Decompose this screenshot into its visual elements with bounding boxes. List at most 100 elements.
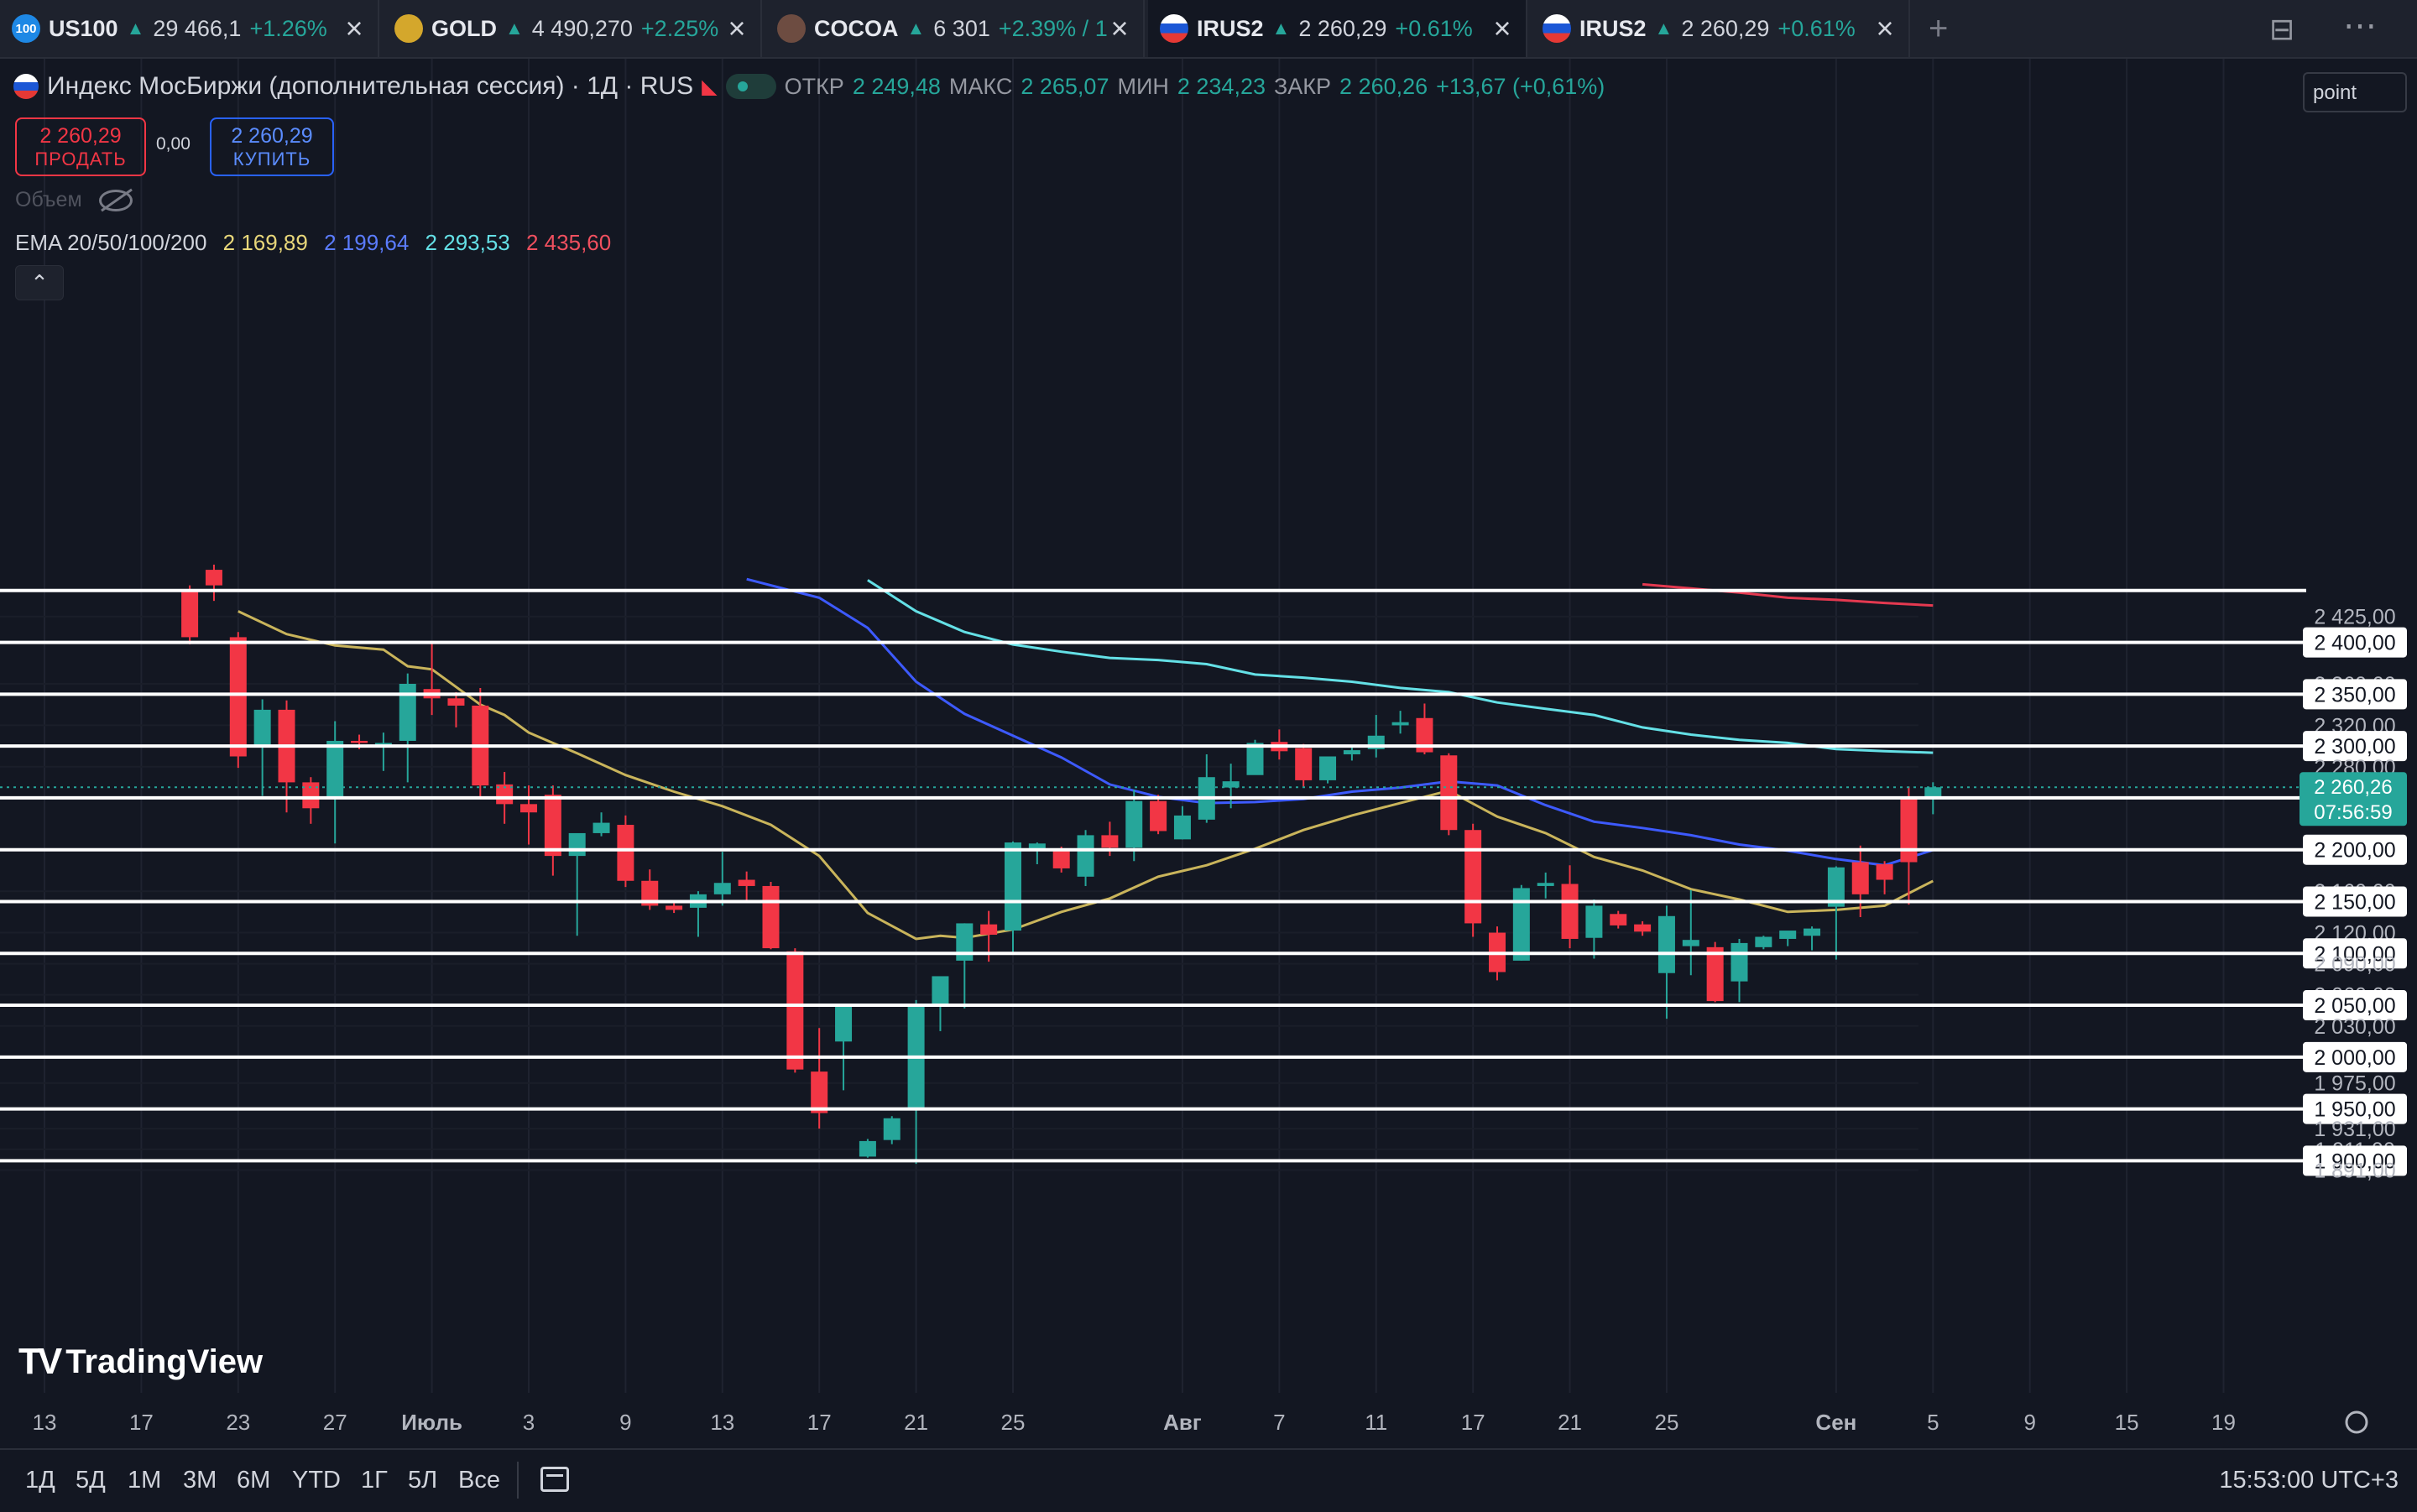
candle-body: [932, 976, 949, 1006]
close-tab-icon[interactable]: ×: [1487, 13, 1517, 44]
candle-body: [617, 825, 634, 881]
timeframe-button[interactable]: 5Д: [76, 1467, 106, 1494]
level-price-label[interactable]: 1 900,00: [2314, 1150, 2395, 1173]
ema50-value: 2 199,64: [324, 230, 410, 255]
candle: [1634, 920, 1652, 936]
level-price-label-bg: [2303, 731, 2407, 762]
tab-cocoa[interactable]: COCOA ▲ 6 301 +2.39% / 1 ×: [765, 0, 1145, 57]
layout-icon[interactable]: ⊟: [2269, 12, 2295, 46]
timeframe-button[interactable]: 1Г: [361, 1467, 388, 1494]
tab-arrow: ▲: [906, 18, 926, 39]
timeframe-button[interactable]: YTD: [292, 1467, 341, 1494]
level-price-label[interactable]: 2 100,00: [2314, 942, 2395, 966]
tab-gold[interactable]: GOLD ▲ 4 490,270 +2.25% ×: [383, 0, 762, 57]
candle: [1851, 845, 1869, 918]
flag-marker-icon[interactable]: ◣: [702, 75, 718, 98]
timeframe-button[interactable]: 1Д: [25, 1467, 55, 1494]
candle-body: [1295, 748, 1313, 780]
bottom-toolbar: 1Д 5Д 1М 3М 6М YTD 1Г 5Л Все 15:53:00 UTC+3: [0, 1448, 2417, 1512]
candle-body: [738, 879, 755, 886]
tab-change: +2.25%: [640, 15, 719, 41]
ema-indicator-legend[interactable]: EMA 20/50/100/200 2 169,89 2 199,64 2 29…: [15, 230, 621, 256]
level-price-label[interactable]: 2 150,00: [2314, 890, 2395, 914]
candle-body: [181, 590, 199, 638]
time-axis-label: 15: [2115, 1410, 2139, 1435]
current-price-tag[interactable]: [2300, 772, 2407, 826]
candle-body: [351, 740, 368, 743]
level-price-label[interactable]: 2 350,00: [2314, 683, 2395, 706]
tab-symbol: US100: [49, 15, 118, 41]
close-tab-icon[interactable]: ×: [1110, 11, 1129, 45]
candle: [472, 687, 489, 798]
level-price-label[interactable]: 2 000,00: [2314, 1046, 2395, 1070]
open-value: 2 249,48: [852, 73, 941, 99]
tab-price: 4 490,270: [531, 15, 633, 41]
change-value: +13,67 (+0,61%): [1436, 73, 1605, 99]
candle: [1464, 823, 1482, 937]
price-chart[interactable]: 2 425,002 400,002 360,002 350,002 320,00…: [0, 59, 2417, 1448]
candle: [859, 1139, 876, 1158]
tv-logo-icon: TV: [18, 1341, 62, 1382]
candle: [1440, 753, 1458, 836]
candle: [1585, 899, 1603, 959]
candle-body: [1610, 914, 1627, 925]
symbol-title[interactable]: Индекс МосБиржи (дополнительная сессия) …: [47, 72, 694, 100]
candle: [1295, 743, 1313, 788]
timeframe-button[interactable]: 3М: [183, 1467, 217, 1494]
point-input[interactable]: point: [2303, 72, 2407, 112]
time-axis-label: 21: [1558, 1410, 1582, 1435]
time-axis-label: 25: [1654, 1410, 1678, 1435]
russia-flag-icon: [1543, 14, 1571, 43]
close-tab-icon[interactable]: ×: [345, 11, 363, 45]
candle-body: [1634, 924, 1652, 932]
candle: [1537, 872, 1554, 899]
tab-irus2[interactable]: IRUS2 ▲ 2 260,29 +0.61% ×: [1531, 0, 1910, 57]
sell-label: ПРОДАТЬ: [34, 149, 127, 169]
time-axis-label: 17: [807, 1410, 832, 1435]
timeframe-button[interactable]: 5Л: [408, 1467, 438, 1494]
candle: [835, 1005, 853, 1091]
sell-button[interactable]: 2 260,29 ПРОДАТЬ: [15, 117, 146, 176]
level-price-label[interactable]: 2 400,00: [2314, 632, 2395, 655]
candle: [1222, 764, 1240, 809]
close-tab-icon[interactable]: ×: [728, 11, 746, 45]
high-label: МАКС: [948, 73, 1013, 99]
clock[interactable]: 15:53:00 UTC+3: [2219, 1467, 2399, 1494]
add-tab-button[interactable]: +: [1929, 10, 1949, 47]
collapse-legend-button[interactable]: ⌃: [15, 265, 64, 300]
level-price-label-bg: [2303, 938, 2407, 969]
buy-button[interactable]: 2 260,29 КУПИТЬ: [210, 117, 334, 176]
settings-icon[interactable]: [2345, 1410, 2368, 1434]
market-status-icon[interactable]: [725, 74, 776, 99]
low-value: 2 234,23: [1177, 73, 1266, 99]
candle: [1319, 756, 1337, 784]
close-tab-icon[interactable]: ×: [1876, 11, 1894, 45]
level-price-label[interactable]: 2 300,00: [2314, 735, 2395, 759]
level-price-label[interactable]: 2 050,00: [2314, 994, 2395, 1018]
ema20-value: 2 169,89: [222, 230, 308, 255]
candle: [1198, 754, 1215, 823]
russia-flag-icon: [1160, 14, 1188, 43]
tab-irus2[interactable]: IRUS2 ▲ 2 260,29 +0.61% ×: [1148, 0, 1527, 57]
bar-countdown: 07:56:59: [2314, 801, 2392, 824]
level-price-label[interactable]: 1 950,00: [2314, 1098, 2395, 1122]
candle-body: [1512, 888, 1530, 961]
candle-body: [1464, 830, 1482, 924]
timeframe-button[interactable]: Все: [458, 1467, 500, 1494]
more-icon[interactable]: ⋯: [2343, 8, 2377, 44]
hidden-eye-icon[interactable]: [98, 188, 133, 211]
calendar-range-icon[interactable]: [540, 1467, 569, 1492]
level-price-label-bg: [2303, 1093, 2407, 1124]
timeframe-button[interactable]: 6М: [237, 1467, 271, 1494]
level-price-label[interactable]: 2 200,00: [2314, 839, 2395, 863]
timeframe-button[interactable]: 1М: [128, 1467, 162, 1494]
buy-price: 2 260,29: [231, 124, 313, 148]
candle: [205, 564, 222, 602]
candle: [786, 948, 804, 1073]
volume-indicator[interactable]: Объем: [15, 188, 133, 212]
candle-body: [1924, 787, 1942, 799]
candle-body: [1077, 835, 1094, 877]
tab-us100[interactable]: 100 US100 ▲ 29 466,1 +1.26% ×: [0, 0, 379, 57]
candle-body: [326, 740, 344, 798]
tab-arrow: ▲: [1271, 18, 1291, 39]
